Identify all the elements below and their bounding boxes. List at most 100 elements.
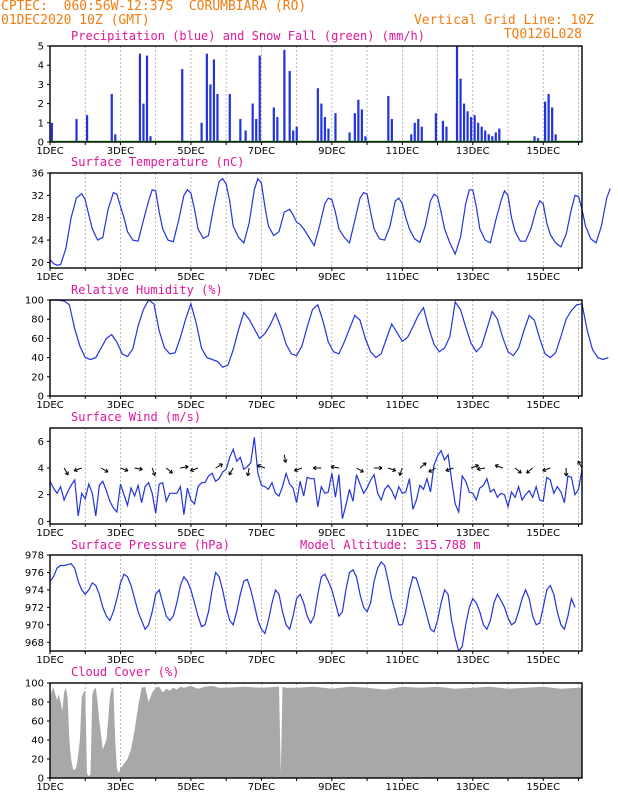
x-tick-label: 11DEC bbox=[385, 146, 419, 157]
panel-5: 0 20 40 60 80 100 1DEC 3DEC 5DEC 7DEC 9DEC 11DEC 13D… bbox=[25, 679, 583, 793]
wind-arrow-head bbox=[125, 467, 129, 472]
x-tick-label: 11DEC bbox=[385, 400, 419, 411]
precip-bar bbox=[459, 78, 462, 142]
wind-arrow-head bbox=[124, 470, 129, 472]
wind-arrow-head bbox=[228, 472, 233, 476]
x-tick-label: 15DEC bbox=[526, 655, 560, 666]
precip-bar bbox=[498, 128, 501, 142]
x-tick-label: 3DEC bbox=[107, 655, 134, 666]
wind-arrow-head bbox=[361, 468, 364, 473]
precip-bar bbox=[110, 94, 113, 142]
wind-arrow bbox=[398, 467, 403, 476]
panel-title-wind: Surface Wind (m/s) bbox=[71, 410, 202, 424]
x-tick-label: 13DEC bbox=[456, 782, 490, 793]
wind-arrow-shaft bbox=[247, 467, 250, 476]
precip-bar bbox=[413, 122, 416, 142]
precip-bar bbox=[357, 99, 360, 142]
y-tick-label: 28 bbox=[31, 213, 44, 224]
y-tick-label: 976 bbox=[25, 568, 44, 579]
precip-bar bbox=[295, 126, 298, 142]
wind-arrow-head bbox=[185, 466, 189, 470]
panel-title-temp: Surface Temperature (nC) bbox=[71, 155, 245, 169]
y-tick-label: 1 bbox=[38, 118, 44, 129]
x-tick-label: 1DEC bbox=[36, 400, 63, 411]
x-tick-label: 9DEC bbox=[318, 400, 345, 411]
wind-arrow-head bbox=[542, 467, 546, 472]
wind-arrow-head bbox=[293, 467, 297, 472]
x-tick-label: 7DEC bbox=[248, 146, 275, 157]
precip-bar bbox=[316, 88, 319, 142]
wind-arrow-shaft bbox=[74, 467, 82, 472]
precip-bar bbox=[327, 128, 330, 142]
wind-arrow bbox=[476, 466, 486, 472]
wind-arrow-shaft bbox=[399, 467, 403, 476]
precip-bar bbox=[533, 136, 536, 142]
wind-arrow bbox=[151, 467, 157, 476]
y-tick-label: 100 bbox=[25, 296, 44, 307]
wind-arrow-shaft bbox=[63, 467, 69, 476]
wind-arrow-head bbox=[378, 465, 383, 469]
precip-bar bbox=[455, 46, 459, 142]
precip-bar bbox=[487, 134, 490, 142]
wind-arrow-head bbox=[282, 459, 287, 463]
y-tick-label: 40 bbox=[31, 353, 44, 364]
wind-arrow bbox=[190, 467, 199, 472]
precip-bar bbox=[288, 70, 291, 142]
wind-arrow-shaft bbox=[445, 467, 454, 472]
wind-arrow-head bbox=[477, 468, 481, 472]
wind-arrow-shaft bbox=[151, 467, 156, 476]
x-tick-label: 9DEC bbox=[318, 528, 345, 539]
series-line bbox=[49, 437, 583, 519]
wind-arrow-shaft bbox=[190, 467, 199, 472]
precip-bar bbox=[547, 94, 550, 142]
x-tick-label: 3DEC bbox=[107, 528, 134, 539]
wind-arrow-head bbox=[476, 464, 479, 469]
wind-arrow-head bbox=[378, 467, 383, 471]
wind-arrow-head bbox=[294, 470, 298, 472]
wind-arrow-shaft bbox=[514, 467, 522, 474]
wind-arrow-shaft bbox=[180, 466, 189, 469]
wind-arrow-shaft bbox=[428, 467, 437, 473]
x-tick-label: 7DEC bbox=[248, 655, 275, 666]
precip-bar bbox=[228, 94, 231, 142]
precip-bar bbox=[410, 134, 413, 142]
y-tick-label: 100 bbox=[25, 679, 44, 690]
wind-arrow bbox=[282, 454, 288, 463]
precip-bar bbox=[470, 117, 473, 142]
y-tick-label: 60 bbox=[31, 717, 44, 728]
wind-arrow bbox=[100, 467, 109, 473]
precip-bar bbox=[209, 84, 212, 142]
precip-bar bbox=[551, 107, 554, 142]
x-tick-label: 7DEC bbox=[248, 400, 275, 411]
precip-bar bbox=[255, 118, 258, 142]
panel-frame bbox=[49, 45, 583, 143]
wind-arrow-head bbox=[424, 462, 427, 467]
wind-arrow-shaft bbox=[542, 467, 551, 472]
x-tick-label: 13DEC bbox=[456, 146, 490, 157]
y-tick-label: 3 bbox=[38, 80, 44, 91]
precip-bar bbox=[348, 132, 351, 142]
wind-arrow bbox=[73, 467, 82, 472]
precip-bar bbox=[462, 103, 466, 142]
model-code: TQ0126L028 bbox=[503, 27, 582, 42]
wind-arrow-head bbox=[73, 467, 77, 472]
y-tick-label: 40 bbox=[31, 736, 44, 747]
precip-bar bbox=[494, 132, 497, 142]
wind-arrow-head bbox=[151, 472, 156, 476]
y-tick-label: 80 bbox=[31, 315, 44, 326]
y-tick-label: 32 bbox=[31, 191, 44, 202]
panel-title-precip: Precipitation (blue) and Snow Fall (gree… bbox=[71, 29, 426, 43]
wind-arrow-head bbox=[445, 470, 450, 472]
x-tick-label: 15DEC bbox=[526, 782, 560, 793]
panel-frame bbox=[49, 682, 583, 779]
panel-frame bbox=[49, 427, 583, 525]
precip-bar bbox=[216, 94, 219, 142]
y-tick-label: 970 bbox=[25, 620, 44, 631]
precip-bar bbox=[142, 103, 145, 142]
wind-arrow-head bbox=[428, 468, 431, 473]
x-tick-label: 15DEC bbox=[526, 146, 560, 157]
precip-bar bbox=[276, 117, 279, 142]
precip-bar bbox=[477, 122, 480, 142]
x-tick-label: 5DEC bbox=[177, 400, 204, 411]
wind-arrow-head bbox=[139, 468, 143, 472]
